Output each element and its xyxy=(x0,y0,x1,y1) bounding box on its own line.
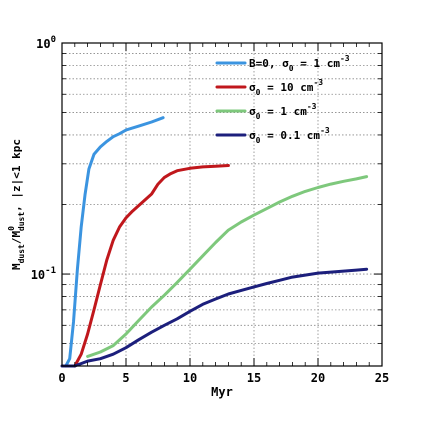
series-line-0 xyxy=(64,116,165,368)
x-tick-label: 10 xyxy=(183,371,197,385)
legend-label-0: B=0, σ0 = 1 cm-3 xyxy=(249,54,350,73)
series-layer xyxy=(60,116,369,368)
plot-frame xyxy=(61,42,383,367)
x-tick-label: 20 xyxy=(311,371,325,385)
grid-layer xyxy=(62,43,382,366)
legend-label-3: σ0 = 0.1 cm-3 xyxy=(249,126,330,145)
x-tick-label: 25 xyxy=(375,371,389,385)
x-tick-label: 5 xyxy=(122,371,129,385)
series-line-1 xyxy=(73,164,230,368)
x-axis-label: Myr xyxy=(211,385,233,399)
x-tick-label: 0 xyxy=(58,371,65,385)
legend-label-2: σ0 = 1 cm-3 xyxy=(249,102,317,121)
x-tick-label: 15 xyxy=(247,371,261,385)
legend-label-1: σ0 = 10 cm-3 xyxy=(249,78,323,97)
axes-layer: 0 5 10 15 20 25 10-1 100 Myr Mdust/M0dust, |z|<1 … xyxy=(7,35,389,399)
y-axis-label: Mdust/M0dust, |z|<1 kpc xyxy=(7,139,26,270)
legend: B=0, σ0 = 1 cm-3 σ0 = 10 cm-3 σ0 = 1 cm-3 σ… xyxy=(215,54,350,145)
y-tick-label: 100 xyxy=(36,35,56,51)
y-tick-label: 10-1 xyxy=(31,266,56,282)
series-line-2 xyxy=(86,175,369,358)
series-line-3 xyxy=(60,267,369,368)
